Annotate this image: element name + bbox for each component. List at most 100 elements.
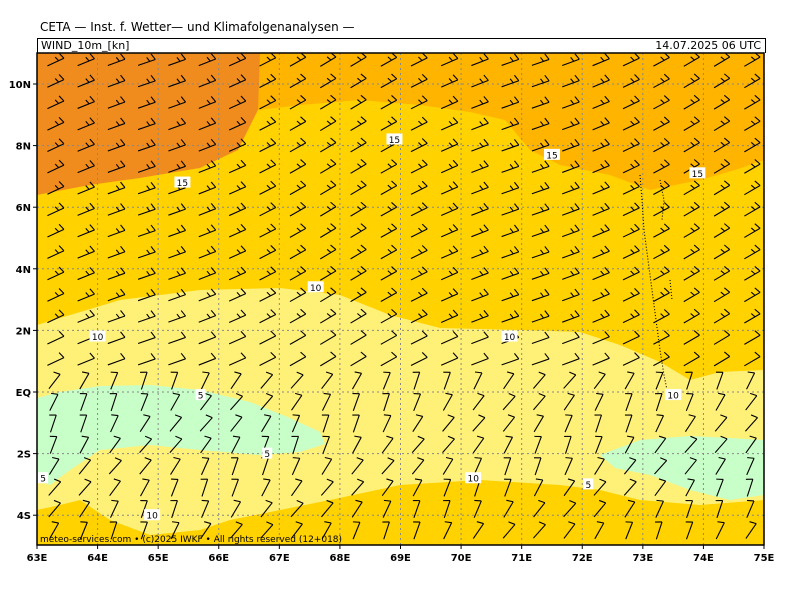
y-axis: 10N 8N 6N 4N 2N EQ 2S 4S bbox=[9, 80, 37, 522]
wind-barb bbox=[501, 96, 520, 109]
wind-barb bbox=[200, 371, 210, 390]
wind-barb bbox=[291, 414, 301, 433]
wind-barb bbox=[410, 73, 428, 88]
wind-barb bbox=[230, 499, 242, 518]
wind-barb bbox=[110, 499, 119, 518]
wind-barb bbox=[714, 435, 728, 454]
wind-barb bbox=[259, 138, 277, 153]
wind-barb bbox=[472, 435, 485, 454]
x-tick-label: 73E bbox=[632, 553, 653, 564]
wind-barb bbox=[261, 478, 271, 497]
wind-barb bbox=[47, 74, 65, 88]
wind-barb bbox=[228, 159, 247, 174]
wind-barb bbox=[713, 159, 731, 174]
wind-barb bbox=[170, 521, 180, 540]
wind-barb bbox=[685, 392, 694, 411]
wind-barb bbox=[77, 309, 95, 323]
wind-barb bbox=[170, 478, 179, 497]
contour-label: 15 bbox=[689, 167, 706, 180]
wind-barb bbox=[320, 287, 337, 303]
wind-barb bbox=[440, 117, 459, 131]
wind-barb bbox=[350, 137, 367, 153]
contour-label: 10 bbox=[307, 281, 324, 294]
wind-barb bbox=[501, 181, 520, 195]
wind-barb bbox=[410, 53, 428, 67]
wind-barb bbox=[228, 224, 247, 238]
wind-barb bbox=[289, 180, 307, 196]
wind-barb bbox=[412, 500, 421, 519]
wind-barb bbox=[198, 352, 217, 366]
wind-barb bbox=[259, 266, 277, 281]
wind-barb bbox=[198, 224, 217, 238]
wind-barb bbox=[625, 393, 633, 412]
wind-barb bbox=[562, 74, 580, 88]
wind-barb bbox=[320, 308, 337, 324]
chart-title: CETA — Inst. f. Wetter— und Klimafolgena… bbox=[40, 20, 355, 34]
wind-barb bbox=[168, 224, 186, 238]
wind-barb bbox=[110, 414, 119, 433]
wind-barb bbox=[350, 94, 367, 110]
wind-barb bbox=[683, 351, 700, 367]
contour-label: 15 bbox=[386, 133, 403, 146]
wind-barb bbox=[107, 53, 126, 66]
wind-barb bbox=[440, 53, 459, 67]
wind-barb bbox=[47, 159, 65, 174]
wind-barb bbox=[140, 521, 148, 540]
wind-barb bbox=[410, 138, 428, 153]
wind-barb bbox=[412, 478, 423, 497]
wind-barb bbox=[653, 266, 670, 281]
wind-barb bbox=[533, 499, 546, 518]
wind-barb bbox=[653, 159, 670, 174]
wind-barb bbox=[622, 330, 640, 345]
wind-barb bbox=[77, 288, 95, 302]
wind-barb bbox=[653, 287, 670, 302]
svg-text:10: 10 bbox=[310, 284, 322, 294]
wind-barb bbox=[531, 224, 550, 238]
wind-barb bbox=[198, 160, 217, 174]
wind-barb bbox=[259, 223, 277, 238]
wind-barb bbox=[107, 310, 126, 323]
wind-barb bbox=[321, 414, 330, 433]
wind-barb bbox=[592, 138, 610, 152]
x-axis: 63E 64E 65E 66E 67E 68E 69E 70E 71E 72E 73E 74E 75E bbox=[27, 545, 775, 564]
wind-barb bbox=[49, 392, 59, 411]
wind-barb bbox=[440, 331, 459, 345]
contour-label: 5 bbox=[38, 472, 49, 485]
y-tick-label: 6N bbox=[16, 203, 31, 214]
wind-barb bbox=[471, 224, 489, 238]
wind-barb bbox=[137, 203, 156, 216]
wind-barb bbox=[440, 352, 459, 366]
wind-barb bbox=[350, 244, 367, 260]
wind-barb bbox=[503, 435, 513, 454]
wind-barb bbox=[198, 245, 217, 259]
wind-barb bbox=[259, 202, 277, 217]
wind-barb bbox=[137, 288, 156, 302]
wind-barb bbox=[683, 223, 700, 238]
wind-barb bbox=[169, 435, 183, 454]
wind-barb bbox=[440, 224, 459, 238]
svg-text:5: 5 bbox=[585, 481, 591, 491]
wind-barb bbox=[198, 53, 217, 67]
wind-barb bbox=[350, 201, 367, 217]
wind-barb bbox=[715, 521, 725, 540]
wind-barb bbox=[137, 117, 156, 131]
wind-barb bbox=[471, 74, 489, 88]
wind-barb bbox=[715, 392, 726, 411]
wind-barb bbox=[622, 288, 640, 302]
wind-barb bbox=[79, 521, 88, 540]
wind-barb bbox=[169, 414, 183, 432]
wind-barb bbox=[168, 288, 186, 302]
wind-barb bbox=[110, 371, 119, 390]
wind-barb bbox=[380, 116, 398, 131]
wind-barb bbox=[683, 266, 700, 281]
wind-barb bbox=[168, 352, 186, 366]
wind-barb bbox=[289, 73, 307, 89]
wind-barb bbox=[653, 73, 670, 89]
wind-barb bbox=[231, 457, 239, 476]
wind-barb bbox=[321, 499, 334, 518]
wind-barb bbox=[380, 308, 398, 324]
wind-barb bbox=[259, 180, 277, 195]
wind-barb bbox=[531, 181, 550, 195]
y-tick-label: 2S bbox=[17, 450, 31, 461]
y-tick-label: 2N bbox=[16, 326, 31, 337]
